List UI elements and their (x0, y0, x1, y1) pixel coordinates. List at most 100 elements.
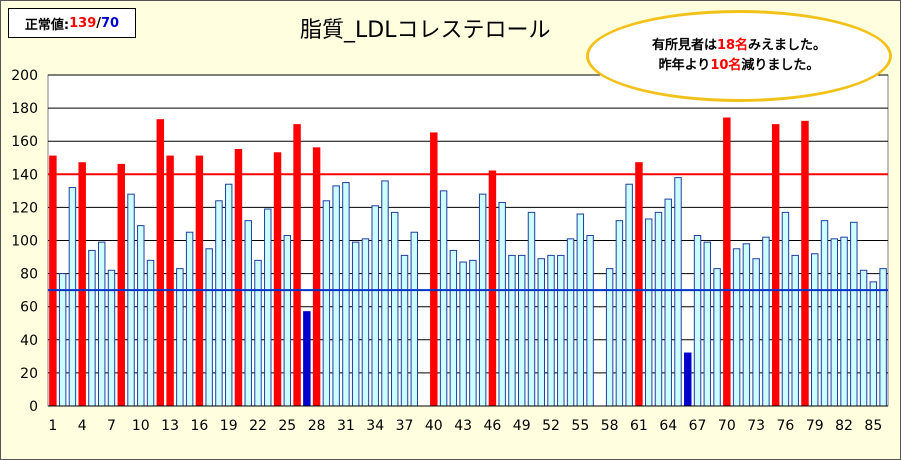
bar (869, 281, 878, 407)
bar (547, 254, 555, 407)
bar (488, 170, 497, 407)
bar (684, 352, 692, 407)
bar (586, 235, 594, 407)
bar (478, 193, 487, 407)
x-tick-label: 16 (190, 418, 208, 434)
bar (49, 155, 57, 407)
x-tick-label: 19 (220, 418, 238, 434)
bar (303, 311, 311, 407)
callout-line-1: 有所見者は18名みえました。 (652, 36, 826, 56)
x-tick-label: 22 (249, 418, 267, 434)
bar (224, 183, 233, 407)
normal-range-box: 正常値: 139 / 70 (8, 8, 136, 38)
normal-range-upper: 139 (69, 15, 97, 31)
bar (351, 241, 360, 407)
callout-count: 18名 (716, 38, 749, 53)
y-tick-label: 120 (11, 200, 38, 216)
bar (771, 124, 780, 407)
bar (635, 162, 643, 407)
y-tick-label: 160 (11, 134, 38, 150)
callout-line-2-pre: 昨年より (658, 58, 711, 73)
x-tick-label: 67 (689, 418, 707, 434)
x-tick-label: 34 (366, 418, 384, 434)
bar (615, 220, 624, 407)
bar (166, 155, 174, 407)
bar (820, 220, 829, 407)
x-tick-label: 49 (513, 418, 531, 434)
x-tick-label: 43 (454, 418, 472, 434)
callout-line-2: 昨年より10名減りました。 (659, 56, 820, 76)
bar (693, 235, 702, 407)
bar (293, 124, 301, 407)
bar (527, 211, 536, 407)
x-tick-label: 70 (718, 418, 736, 434)
y-tick-label: 20 (20, 366, 38, 382)
x-tick-label: 28 (308, 418, 326, 434)
x-tick-label: 31 (337, 418, 355, 434)
bar (264, 208, 272, 407)
x-tick-label: 61 (630, 418, 648, 434)
x-tick-label: 13 (161, 418, 179, 434)
bar (97, 241, 106, 407)
bar (391, 211, 399, 407)
bar (752, 258, 760, 407)
x-tick-label: 1 (48, 418, 57, 434)
bar (215, 200, 223, 407)
normal-range-separator: / (96, 15, 101, 31)
bar (703, 241, 712, 407)
bar (732, 248, 741, 407)
bar (498, 201, 506, 407)
x-tick-label: 40 (425, 418, 443, 434)
x-tick-label: 52 (542, 418, 560, 434)
bar (156, 119, 165, 407)
bar (449, 249, 458, 407)
bar (185, 231, 194, 407)
callout-line-1-post: みえました。 (748, 38, 827, 53)
x-tick-label: 7 (107, 418, 116, 434)
y-tick-label: 80 (20, 267, 38, 283)
bar (283, 235, 292, 407)
y-tick-label: 100 (11, 234, 38, 250)
bar (625, 183, 633, 407)
normal-range-label: 正常値: (24, 17, 70, 33)
bar (723, 117, 731, 407)
x-tick-label: 55 (571, 418, 589, 434)
bar (381, 180, 389, 407)
bar (508, 254, 516, 407)
bar (332, 185, 340, 407)
bar (791, 254, 799, 407)
bar (469, 259, 477, 407)
y-tick-label: 180 (11, 101, 38, 117)
x-tick-label: 37 (396, 418, 414, 434)
bar (400, 254, 409, 407)
bar (517, 254, 526, 407)
x-tick-label: 79 (806, 418, 824, 434)
bar (361, 238, 370, 407)
callout-decrease: 10名 (710, 58, 742, 73)
y-tick-label: 40 (20, 333, 38, 349)
bar (195, 155, 204, 407)
x-tick-label: 25 (278, 418, 296, 434)
bar (674, 177, 682, 407)
bar (537, 258, 545, 407)
bar (781, 211, 790, 407)
x-tick-label: 76 (777, 418, 795, 434)
x-tick-label: 82 (835, 418, 853, 434)
bar (664, 198, 672, 407)
bar (254, 259, 262, 407)
callout-line-1-pre: 有所見者は (651, 38, 717, 53)
bar (801, 120, 809, 407)
bar (117, 163, 125, 407)
bar (840, 236, 848, 407)
x-tick-label: 58 (601, 418, 619, 434)
bar (371, 205, 379, 407)
summary-callout: 有所見者は18名みえました。 昨年より10名減りました。 (586, 10, 892, 102)
bar (576, 213, 585, 407)
bar (410, 231, 419, 407)
x-tick-label: 10 (132, 418, 150, 434)
x-tick-label: 64 (659, 418, 677, 434)
bar (830, 238, 839, 407)
bar (88, 249, 96, 407)
bar (850, 221, 858, 407)
